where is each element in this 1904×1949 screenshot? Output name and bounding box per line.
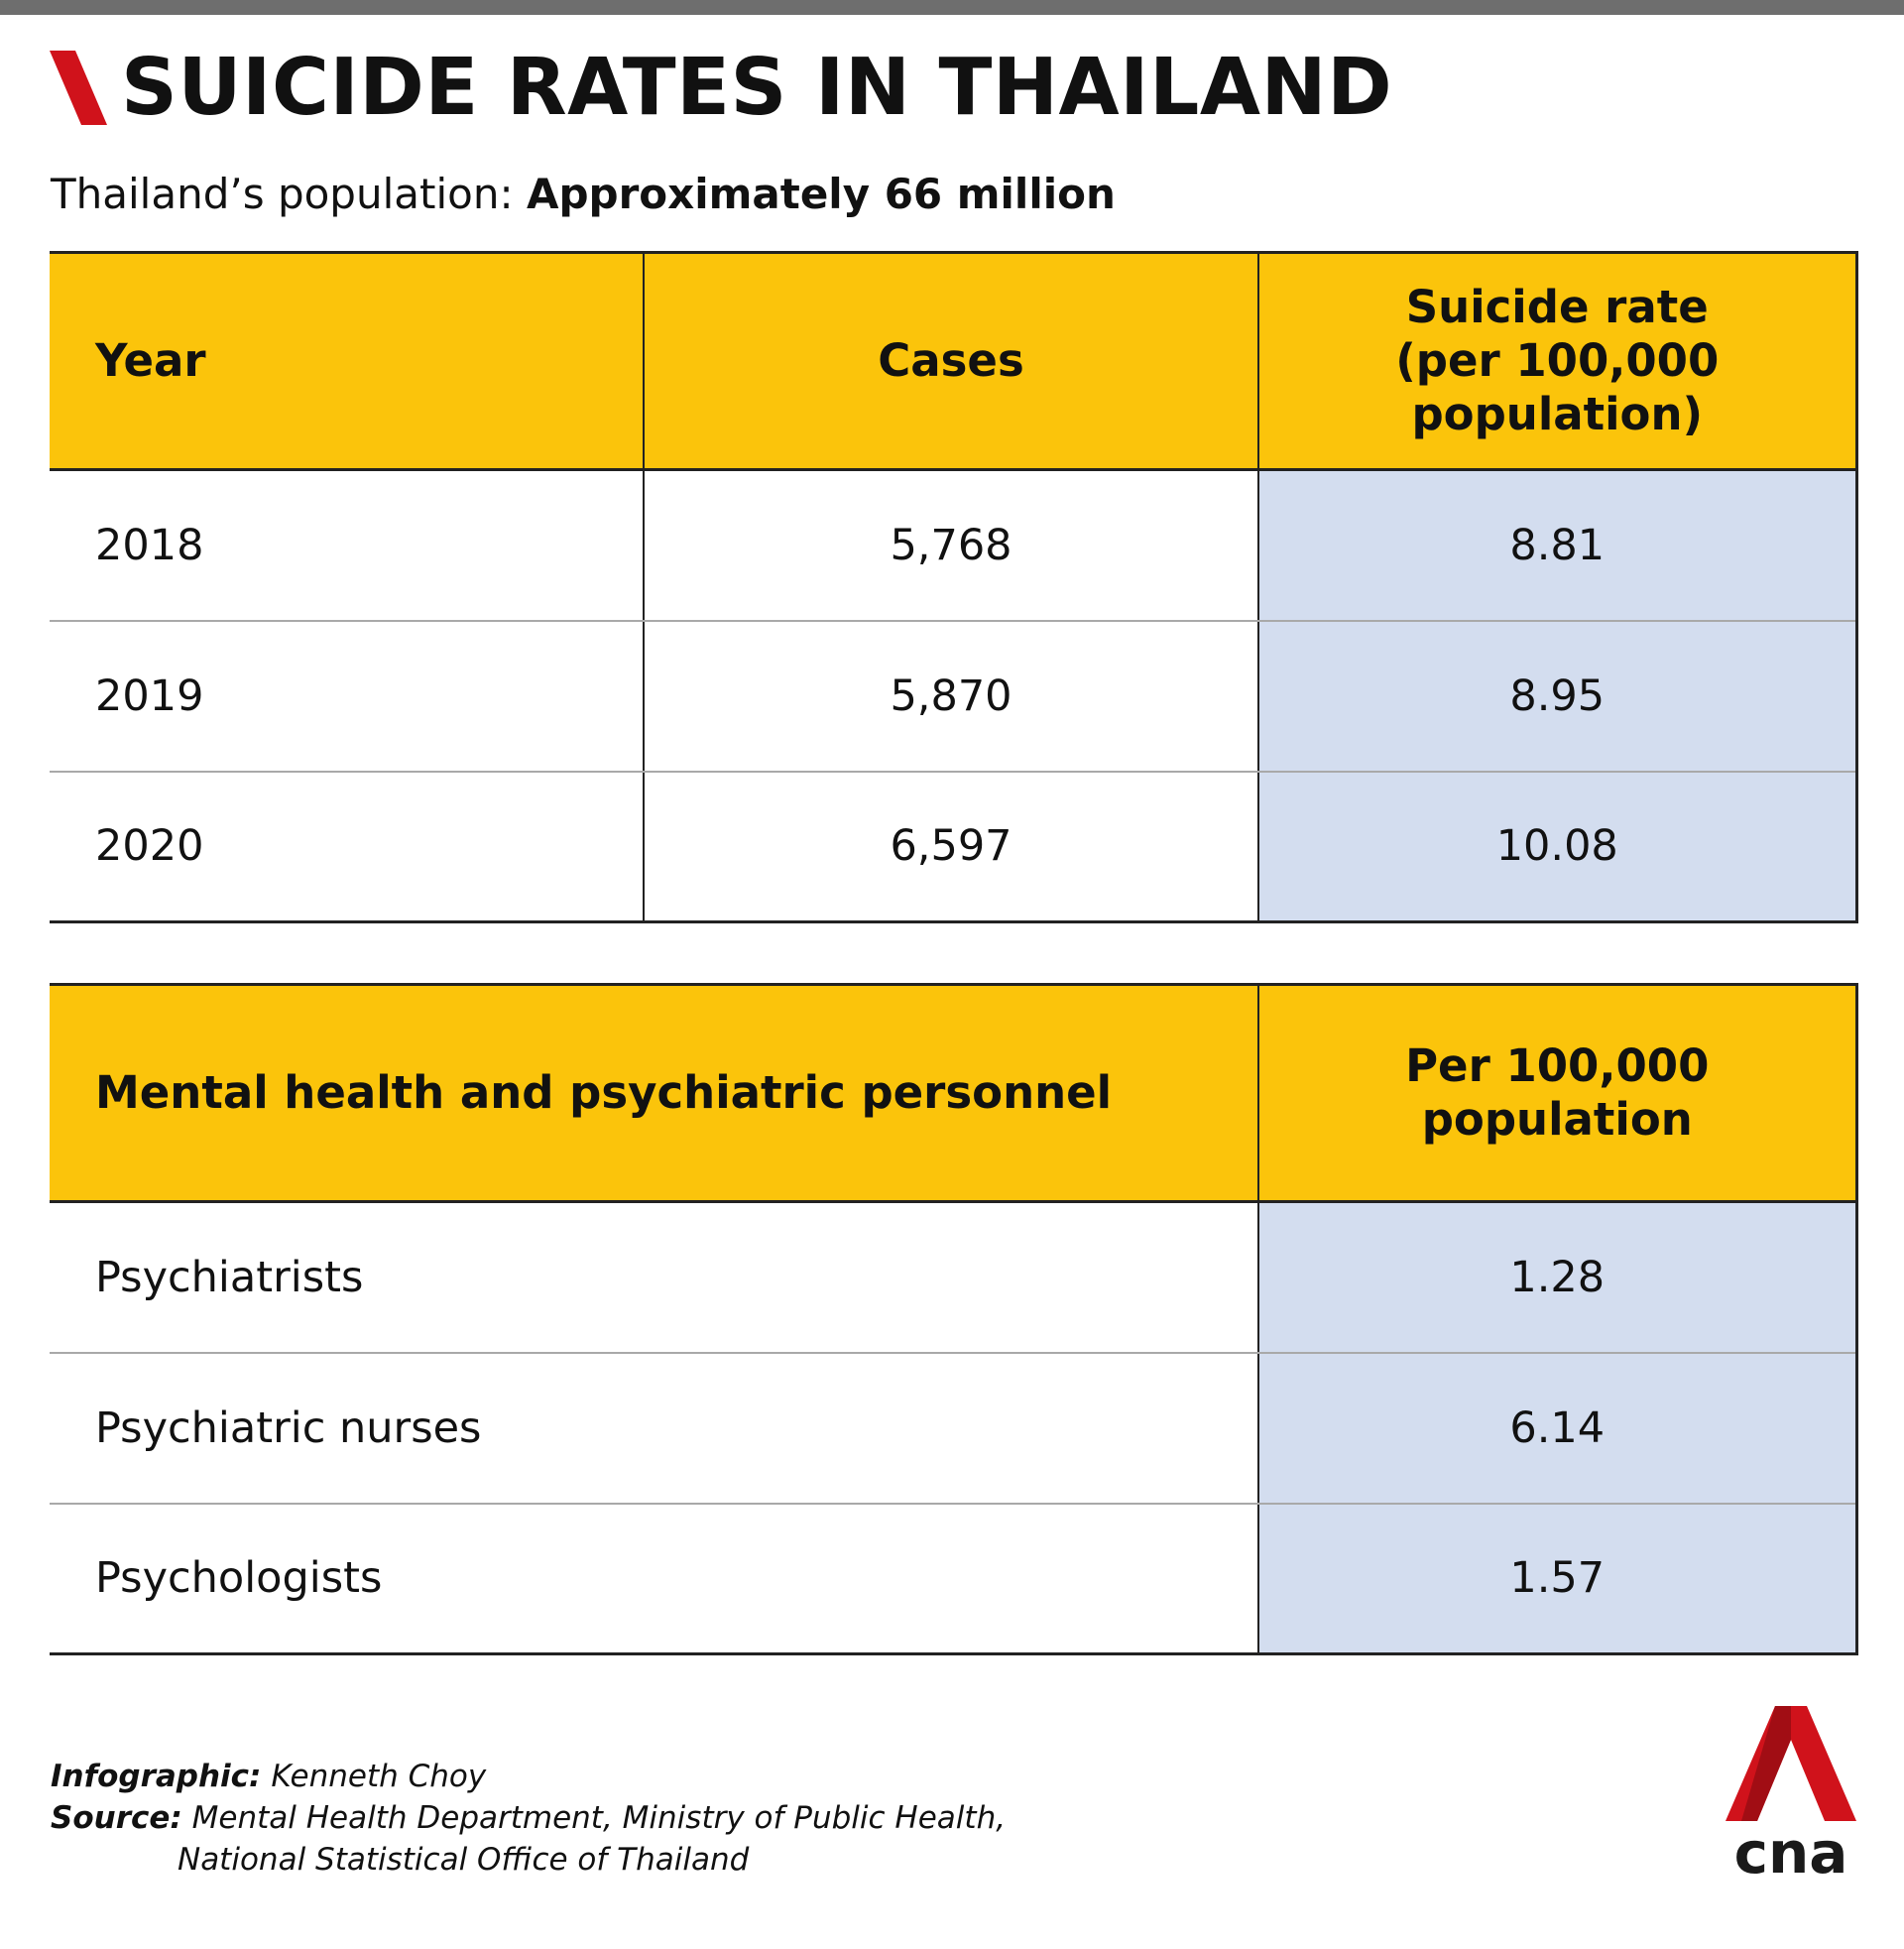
- table-header-row: Year Cases Suicide rate (per 100,000 pop…: [50, 251, 1858, 471]
- cna-logo-icon: cna: [1726, 1706, 1856, 1879]
- source-credit: Source: Mental Health Department, Minist…: [51, 1797, 1006, 1839]
- source-label: Source:: [51, 1800, 182, 1836]
- header-per-population: Per 100,000 population: [1258, 983, 1858, 1203]
- header-cases: Cases: [644, 251, 1259, 471]
- infographic-author: Kenneth Choy: [271, 1759, 487, 1794]
- source-credit-continued: National Statistical Office of Thailand: [51, 1839, 1006, 1881]
- header-personnel: Mental health and psychiatric personnel: [50, 983, 1259, 1203]
- cell-rate: 8.81: [1258, 469, 1858, 622]
- cell-year: 2018: [50, 469, 645, 622]
- infographic-credit: Infographic: Kenneth Choy: [51, 1756, 1006, 1797]
- cna-logo-text: cna: [1734, 1819, 1848, 1879]
- title-slash-icon: [50, 50, 107, 125]
- header-rate-line-2: (per 100,000: [1395, 334, 1720, 387]
- cell-personnel: Psychiatrists: [50, 1201, 1259, 1354]
- cell-per-population: 6.14: [1258, 1352, 1858, 1505]
- cell-personnel: Psychiatric nurses: [50, 1352, 1259, 1505]
- title-block: SUICIDE RATES IN THAILAND: [50, 48, 1392, 127]
- table-row: 2020 6,597 10.08: [50, 771, 1858, 923]
- cell-rate: 10.08: [1258, 771, 1858, 923]
- table-row: 2018 5,768 8.81: [50, 469, 1858, 622]
- header-rate-line-3: population): [1411, 388, 1704, 440]
- credits: Infographic: Kenneth Choy Source: Mental…: [51, 1756, 1006, 1881]
- header-rate-line-1: Suicide rate: [1405, 281, 1709, 333]
- header-per-line-1: Per 100,000: [1405, 1039, 1710, 1092]
- source-line-1: Mental Health Department, Ministry of Pu…: [191, 1800, 1007, 1836]
- table-header-row: Mental health and psychiatric personnel …: [50, 983, 1858, 1203]
- cell-per-population: 1.28: [1258, 1201, 1858, 1354]
- infographic-label: Infographic:: [51, 1759, 262, 1794]
- table-row: Psychiatric nurses 6.14: [50, 1352, 1858, 1505]
- cell-cases: 5,870: [644, 620, 1259, 773]
- table-row: 2019 5,870 8.95: [50, 620, 1858, 773]
- top-bar: [0, 0, 1904, 15]
- suicide-rate-table: Year Cases Suicide rate (per 100,000 pop…: [50, 251, 1858, 923]
- cell-cases: 5,768: [644, 469, 1259, 622]
- population-label: Thailand’s population:: [51, 170, 514, 218]
- source-line-2: National Statistical Office of Thailand: [178, 1842, 750, 1878]
- cell-personnel: Psychologists: [50, 1503, 1259, 1655]
- header-suicide-rate: Suicide rate (per 100,000 population): [1258, 251, 1858, 471]
- population-subtitle: Thailand’s population: Approximately 66 …: [51, 167, 1116, 222]
- table-row: Psychologists 1.57: [50, 1503, 1858, 1655]
- cell-rate: 8.95: [1258, 620, 1858, 773]
- personnel-table: Mental health and psychiatric personnel …: [50, 983, 1858, 1655]
- cell-year: 2020: [50, 771, 645, 923]
- page-title: SUICIDE RATES IN THAILAND: [121, 42, 1393, 133]
- header-per-line-2: population: [1421, 1093, 1693, 1146]
- header-year: Year: [50, 251, 645, 471]
- cell-per-population: 1.57: [1258, 1503, 1858, 1655]
- cell-cases: 6,597: [644, 771, 1259, 923]
- population-value: Approximately 66 million: [526, 170, 1116, 218]
- table-row: Psychiatrists 1.28: [50, 1201, 1858, 1354]
- cell-year: 2019: [50, 620, 645, 773]
